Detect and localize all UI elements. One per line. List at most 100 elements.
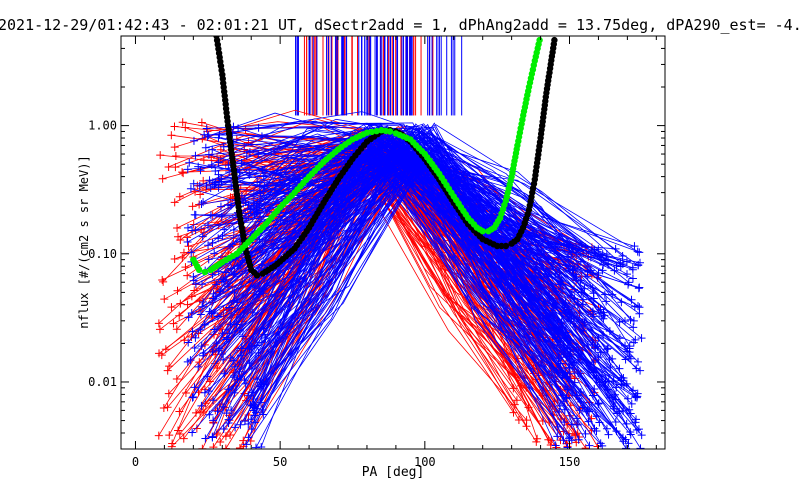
x-tick-label: 50 bbox=[273, 455, 287, 469]
profile-line bbox=[244, 148, 571, 422]
plus-marker bbox=[611, 244, 620, 253]
plus-marker bbox=[165, 362, 174, 371]
plus-marker bbox=[623, 394, 632, 403]
plus-marker bbox=[189, 136, 198, 145]
plus-marker bbox=[199, 198, 208, 207]
plus-marker bbox=[632, 415, 641, 424]
plus-marker bbox=[199, 297, 208, 306]
plus-marker bbox=[252, 443, 261, 449]
plus-marker bbox=[552, 443, 561, 449]
plus-marker bbox=[187, 309, 196, 318]
plus-marker bbox=[191, 333, 200, 342]
plus-marker bbox=[178, 253, 187, 262]
plus-marker bbox=[258, 405, 267, 414]
plus-marker bbox=[222, 409, 231, 418]
plus-marker bbox=[604, 377, 613, 386]
plus-marker bbox=[240, 417, 249, 426]
profile-line bbox=[204, 122, 558, 394]
plus-marker bbox=[160, 295, 169, 304]
plus-marker bbox=[189, 276, 198, 285]
plus-marker bbox=[183, 300, 192, 309]
plus-marker bbox=[210, 249, 219, 258]
plus-marker bbox=[204, 150, 213, 159]
plus-marker bbox=[596, 348, 605, 357]
fit-dot bbox=[536, 36, 543, 44]
plus-marker bbox=[154, 431, 163, 440]
profile-line bbox=[240, 161, 641, 372]
plus-marker bbox=[628, 274, 637, 283]
plus-marker bbox=[581, 429, 590, 438]
plus-marker bbox=[167, 131, 176, 140]
plus-marker bbox=[187, 248, 196, 257]
plus-marker bbox=[635, 258, 644, 267]
plus-marker bbox=[631, 335, 640, 344]
fit-dot bbox=[201, 268, 209, 276]
plus-marker bbox=[197, 200, 206, 209]
plus-marker bbox=[214, 170, 223, 179]
profile-line bbox=[193, 151, 570, 281]
plus-marker bbox=[624, 278, 633, 287]
plus-marker bbox=[624, 352, 633, 361]
profile-line bbox=[221, 159, 575, 384]
plus-marker bbox=[221, 268, 230, 277]
profile-line bbox=[214, 127, 632, 301]
plus-marker bbox=[569, 358, 578, 367]
profile-line bbox=[205, 126, 577, 439]
plus-marker bbox=[226, 430, 235, 439]
plus-marker bbox=[563, 443, 572, 449]
plus-marker bbox=[626, 409, 635, 418]
plus-marker bbox=[232, 298, 241, 307]
plus-marker bbox=[227, 406, 236, 415]
plus-marker bbox=[219, 425, 228, 434]
profile-line bbox=[228, 138, 632, 414]
plus-marker bbox=[170, 122, 179, 131]
fit-dot bbox=[502, 242, 510, 250]
plus-marker bbox=[155, 325, 164, 334]
plus-marker bbox=[217, 212, 226, 221]
plus-marker bbox=[591, 344, 600, 353]
plus-marker bbox=[229, 225, 238, 234]
profile-line bbox=[241, 139, 609, 435]
plus-marker bbox=[203, 221, 212, 230]
plus-marker bbox=[188, 202, 197, 211]
plus-marker bbox=[250, 418, 259, 427]
plus-marker bbox=[237, 158, 246, 167]
plus-marker bbox=[202, 124, 211, 133]
plus-marker bbox=[209, 294, 218, 303]
profile-line bbox=[234, 138, 569, 428]
plus-marker bbox=[560, 397, 569, 406]
plus-marker bbox=[257, 442, 266, 449]
plus-marker bbox=[600, 311, 609, 320]
plus-marker bbox=[611, 418, 620, 427]
fit-curve-green bbox=[190, 36, 543, 276]
plus-marker bbox=[632, 364, 641, 373]
plus-marker bbox=[181, 263, 190, 272]
plus-marker bbox=[164, 162, 173, 171]
plus-marker bbox=[589, 358, 598, 367]
plus-marker bbox=[637, 334, 646, 343]
profile-line bbox=[229, 158, 574, 271]
plus-marker bbox=[522, 416, 531, 425]
plus-marker bbox=[604, 430, 613, 439]
plus-marker bbox=[208, 433, 217, 442]
plus-marker bbox=[204, 131, 213, 140]
plus-marker bbox=[183, 223, 192, 232]
plus-marker bbox=[211, 178, 220, 187]
profile-line bbox=[202, 150, 623, 303]
plus-marker bbox=[560, 418, 569, 427]
profile-bundle-blue bbox=[183, 111, 646, 449]
plus-marker bbox=[561, 299, 570, 308]
plus-marker bbox=[208, 145, 217, 154]
plus-marker bbox=[158, 174, 167, 183]
plus-marker bbox=[191, 226, 200, 235]
plus-marker bbox=[242, 187, 251, 196]
plus-marker bbox=[635, 283, 644, 292]
plus-marker bbox=[168, 439, 177, 448]
plus-marker bbox=[197, 401, 206, 410]
plus-marker bbox=[621, 317, 630, 326]
plus-marker bbox=[183, 165, 192, 174]
plus-marker bbox=[198, 232, 207, 241]
profile-line bbox=[187, 153, 571, 374]
plus-marker bbox=[595, 309, 604, 318]
plus-marker bbox=[231, 423, 240, 432]
